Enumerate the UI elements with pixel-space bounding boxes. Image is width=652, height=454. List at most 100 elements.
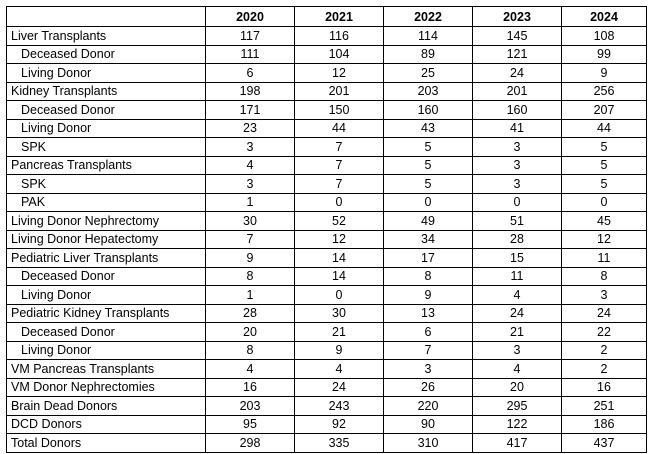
value-cell: 335 (294, 433, 384, 453)
value-cell: 28 (205, 303, 295, 323)
value-cell: 145 (472, 26, 562, 46)
value-cell: 49 (383, 211, 473, 231)
value-cell: 7 (205, 229, 295, 249)
value-cell: 116 (294, 26, 384, 46)
table-row: SPK 3 7 5 3 5 (6, 174, 647, 194)
value-cell: 24 (472, 303, 562, 323)
table-row: Kidney Transplants 198 201 203 201 256 (6, 81, 647, 101)
row-label: Living Donor Hepatectomy (6, 229, 206, 249)
value-cell: 6 (383, 322, 473, 342)
value-cell: 8 (561, 266, 647, 286)
value-cell: 8 (205, 340, 295, 360)
row-label: DCD Donors (6, 414, 206, 434)
row-label: Living Donor (6, 118, 206, 138)
value-cell: 30 (205, 211, 295, 231)
value-cell: 203 (383, 81, 473, 101)
table-row: Living Donor 23 44 43 41 44 (6, 118, 647, 138)
column-header: 2023 (472, 6, 562, 27)
value-cell: 8 (205, 266, 295, 286)
value-cell: 201 (294, 81, 384, 101)
value-cell: 90 (383, 414, 473, 434)
value-cell: 4 (205, 359, 295, 379)
table-row: Living Donor 8 9 7 3 2 (6, 340, 647, 360)
value-cell: 243 (294, 396, 384, 416)
value-cell: 12 (294, 63, 384, 83)
value-cell: 5 (383, 137, 473, 157)
value-cell: 160 (383, 100, 473, 120)
value-cell: 21 (294, 322, 384, 342)
table-body: Liver Transplants 117 116 114 145 108 Deceased… (6, 26, 647, 453)
table-row: Pediatric Kidney Transplants 28 30 13 24 24 (6, 303, 647, 323)
header-row: 2020 2021 2022 2023 2024 (6, 6, 647, 27)
value-cell: 3 (472, 155, 562, 175)
column-header: 2024 (561, 6, 647, 27)
value-cell: 7 (294, 155, 384, 175)
value-cell: 7 (294, 137, 384, 157)
row-label: Living Donor Nephrectomy (6, 211, 206, 231)
row-label: Living Donor (6, 285, 206, 305)
table-row: Living Donor 1 0 9 4 3 (6, 285, 647, 305)
value-cell: 9 (561, 63, 647, 83)
value-cell: 4 (472, 285, 562, 305)
value-cell: 22 (561, 322, 647, 342)
value-cell: 52 (294, 211, 384, 231)
table-row: PAK 1 0 0 0 0 (6, 192, 647, 212)
value-cell: 5 (561, 137, 647, 157)
value-cell: 89 (383, 44, 473, 64)
value-cell: 201 (472, 81, 562, 101)
table-row: Deceased Donor 171 150 160 160 207 (6, 100, 647, 120)
value-cell: 122 (472, 414, 562, 434)
value-cell: 44 (294, 118, 384, 138)
value-cell: 186 (561, 414, 647, 434)
row-label: VM Pancreas Transplants (6, 359, 206, 379)
value-cell: 4 (205, 155, 295, 175)
value-cell: 417 (472, 433, 562, 453)
table-row: VM Donor Nephrectomies 16 24 26 20 16 (6, 377, 647, 397)
value-cell: 171 (205, 100, 295, 120)
row-label: Living Donor (6, 63, 206, 83)
value-cell: 15 (472, 248, 562, 268)
value-cell: 295 (472, 396, 562, 416)
value-cell: 0 (472, 192, 562, 212)
value-cell: 9 (294, 340, 384, 360)
table-row: Deceased Donor 8 14 8 11 8 (6, 266, 647, 286)
row-label: Living Donor (6, 340, 206, 360)
value-cell: 0 (294, 285, 384, 305)
row-label: VM Donor Nephrectomies (6, 377, 206, 397)
value-cell: 298 (205, 433, 295, 453)
value-cell: 3 (472, 340, 562, 360)
value-cell: 1 (205, 285, 295, 305)
row-label: Deceased Donor (6, 100, 206, 120)
value-cell: 20 (472, 377, 562, 397)
row-label: Deceased Donor (6, 44, 206, 64)
row-label: Pancreas Transplants (6, 155, 206, 175)
value-cell: 43 (383, 118, 473, 138)
value-cell: 30 (294, 303, 384, 323)
value-cell: 437 (561, 433, 647, 453)
value-cell: 45 (561, 211, 647, 231)
value-cell: 256 (561, 81, 647, 101)
table-row: Pediatric Liver Transplants 9 14 17 15 11 (6, 248, 647, 268)
value-cell: 99 (561, 44, 647, 64)
value-cell: 150 (294, 100, 384, 120)
value-cell: 4 (294, 359, 384, 379)
value-cell: 8 (383, 266, 473, 286)
row-label: SPK (6, 174, 206, 194)
value-cell: 0 (294, 192, 384, 212)
row-label: SPK (6, 137, 206, 157)
data-table: 2020 2021 2022 2023 2024 Liver Transplants 11… (6, 6, 647, 453)
row-label: Liver Transplants (6, 26, 206, 46)
table-row: Living Donor Hepatectomy 7 12 34 28 12 (6, 229, 647, 249)
value-cell: 2 (561, 340, 647, 360)
table-row: Pancreas Transplants 4 7 5 3 5 (6, 155, 647, 175)
column-header: 2022 (383, 6, 473, 27)
value-cell: 310 (383, 433, 473, 453)
value-cell: 111 (205, 44, 295, 64)
value-cell: 12 (294, 229, 384, 249)
row-label: Deceased Donor (6, 322, 206, 342)
value-cell: 95 (205, 414, 295, 434)
value-cell: 26 (383, 377, 473, 397)
value-cell: 3 (383, 359, 473, 379)
value-cell: 5 (561, 174, 647, 194)
